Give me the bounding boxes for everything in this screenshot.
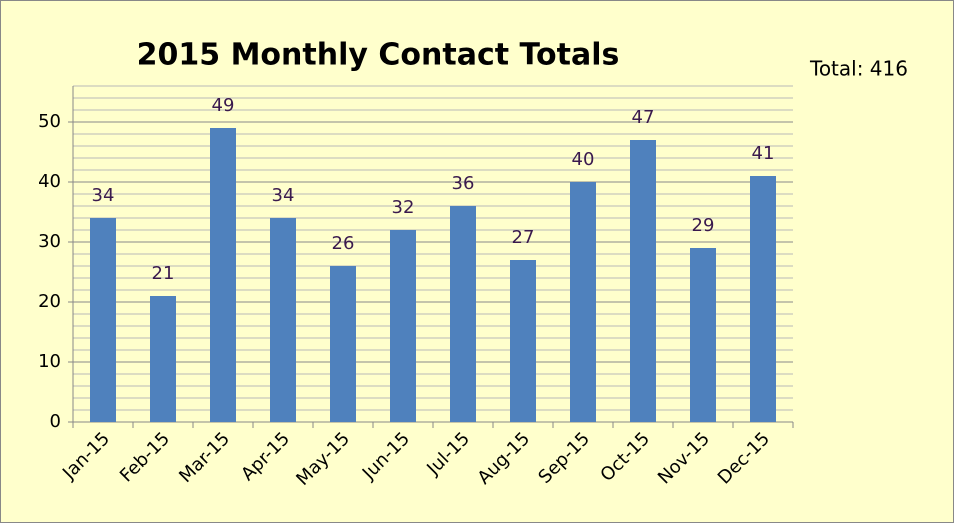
total-annotation: Total: 416 <box>809 57 908 81</box>
bar <box>450 206 476 422</box>
y-tick-label: 20 <box>38 291 61 312</box>
data-label: 41 <box>752 143 775 164</box>
y-tick-label: 0 <box>50 411 61 432</box>
bar <box>270 218 296 422</box>
y-tick-label: 30 <box>38 231 61 252</box>
bar <box>150 296 176 422</box>
data-label: 34 <box>92 185 115 206</box>
bar <box>630 140 656 422</box>
bar <box>390 230 416 422</box>
bar <box>330 266 356 422</box>
y-tick-label: 40 <box>38 171 61 192</box>
data-label: 47 <box>632 107 655 128</box>
data-label: 29 <box>692 215 715 236</box>
data-label: 34 <box>272 185 295 206</box>
chart-title: 2015 Monthly Contact Totals <box>137 38 620 73</box>
data-label: 26 <box>332 233 355 254</box>
data-label: 32 <box>392 197 415 218</box>
y-tick-label: 10 <box>38 351 61 372</box>
bar <box>210 128 236 422</box>
data-label: 49 <box>212 95 235 116</box>
data-label: 21 <box>152 263 175 284</box>
data-label: 27 <box>512 227 535 248</box>
bar <box>750 176 776 422</box>
bar <box>510 260 536 422</box>
y-tick-label: 50 <box>38 111 61 132</box>
data-label: 40 <box>572 149 595 170</box>
bar <box>690 248 716 422</box>
bar <box>570 182 596 422</box>
bar <box>90 218 116 422</box>
data-label: 36 <box>452 173 475 194</box>
